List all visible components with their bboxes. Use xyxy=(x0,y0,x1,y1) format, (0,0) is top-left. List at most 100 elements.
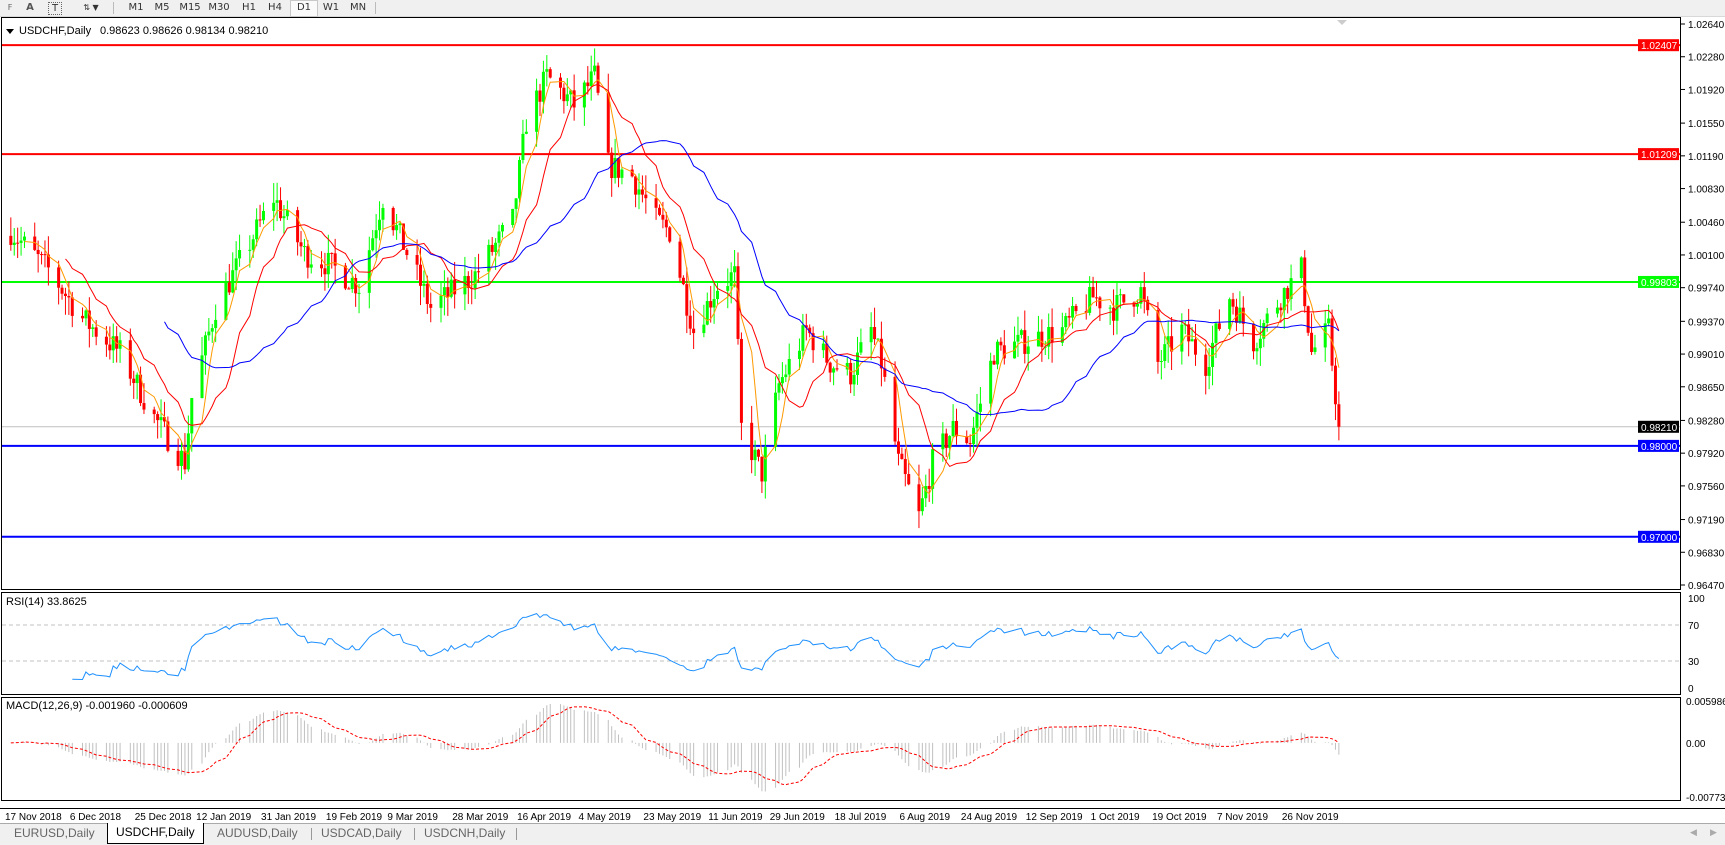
bear-candle xyxy=(60,287,64,294)
date-axis-label: 12 Sep 2019 xyxy=(1026,812,1083,823)
bear-candle xyxy=(446,287,450,297)
bear-candle xyxy=(825,343,829,363)
bull-candle xyxy=(620,169,624,178)
date-axis-label: 16 Apr 2019 xyxy=(517,812,571,823)
bull-candle xyxy=(200,355,204,398)
date-axis-label: 6 Aug 2019 xyxy=(899,812,950,823)
period-separator-icon[interactable]: F xyxy=(7,3,13,12)
bear-candle xyxy=(9,235,13,245)
bull-candle xyxy=(1064,316,1068,328)
bear-candle xyxy=(1050,327,1054,343)
bull-candle xyxy=(159,417,163,421)
tab-eurusd[interactable]: EURUSD,Daily xyxy=(14,826,95,840)
timeframe-m1[interactable]: M1 xyxy=(128,2,144,13)
timeframe-h1[interactable]: H1 xyxy=(242,2,256,13)
timeframe-d1[interactable]: D1 xyxy=(290,0,318,17)
price-axis-label: 1.01550 xyxy=(1688,119,1725,130)
bear-candle xyxy=(162,417,166,422)
tab-separator xyxy=(311,828,312,840)
bull-candle xyxy=(1159,361,1163,363)
price-axis-label: 0.97560 xyxy=(1688,482,1725,493)
bull-candle xyxy=(859,342,863,353)
bull-candle xyxy=(234,258,238,271)
tab-usdcad[interactable]: USDCAD,Daily xyxy=(321,826,402,840)
bull-candle xyxy=(378,219,382,231)
bear-candle xyxy=(306,246,310,268)
bear-candle xyxy=(678,241,682,278)
bull-candle xyxy=(972,427,976,444)
scroll-tabs-right-icon[interactable]: ▶ xyxy=(1710,827,1717,837)
tab-usdcnh[interactable]: USDCNH,Daily xyxy=(424,826,506,840)
collapse-triangle-icon[interactable] xyxy=(6,29,14,34)
bull-candle xyxy=(1183,324,1187,326)
tab-separator xyxy=(414,828,415,840)
bull-candle xyxy=(210,328,214,332)
rsi-axis-label: 0 xyxy=(1688,684,1694,695)
line-price-tag-bg xyxy=(1638,39,1679,52)
bear-candle xyxy=(668,227,672,242)
bear-candle xyxy=(139,374,143,404)
bull-candle xyxy=(1088,286,1092,313)
timeframe-w1[interactable]: W1 xyxy=(322,2,340,13)
bear-candle xyxy=(657,207,661,215)
bull-candle xyxy=(712,299,716,308)
bull-candle xyxy=(207,331,211,336)
bull-candle xyxy=(1108,307,1112,309)
bear-candle xyxy=(128,340,132,379)
ma-slow-line xyxy=(164,140,1340,416)
timeframe-m15[interactable]: M15 xyxy=(179,2,201,13)
bull-candle xyxy=(1313,347,1317,352)
date-axis-label: 26 Nov 2019 xyxy=(1282,812,1339,823)
macd-axis-label: -0.007737 xyxy=(1686,793,1725,804)
text-icon[interactable]: A xyxy=(26,2,34,13)
bull-candle xyxy=(569,90,573,95)
price-axis-label: 1.00100 xyxy=(1688,251,1725,262)
bear-candle xyxy=(323,268,327,275)
bull-candle xyxy=(565,94,569,102)
arrows-icon[interactable]: ⇅ ▼ xyxy=(78,1,104,15)
price-axis-label: 1.00460 xyxy=(1688,218,1725,229)
bull-candle xyxy=(84,310,88,319)
bull-candle xyxy=(975,411,979,428)
bear-candle xyxy=(477,271,481,273)
bull-candle xyxy=(186,433,190,470)
bear-candle xyxy=(415,255,419,265)
timeframe-mn[interactable]: MN xyxy=(349,2,367,13)
bear-candle xyxy=(903,459,907,475)
bull-candle xyxy=(845,362,849,370)
line-price-tag-bg xyxy=(1638,275,1679,288)
text-label-icon[interactable]: T xyxy=(48,2,62,15)
timeframe-h4[interactable]: H4 xyxy=(268,2,282,13)
timeframe-m30[interactable]: M30 xyxy=(208,2,230,13)
bull-candle xyxy=(856,352,859,375)
bear-candle xyxy=(429,303,433,308)
bear-candle xyxy=(1241,307,1245,324)
bull-candle xyxy=(422,283,426,286)
bear-candle xyxy=(879,338,883,369)
price-axis-label: 0.97920 xyxy=(1688,449,1725,460)
bull-candle xyxy=(511,208,515,225)
price-axis-label: 1.01920 xyxy=(1688,85,1725,96)
bear-candle xyxy=(1303,257,1307,307)
date-axis-label: 23 May 2019 xyxy=(643,812,701,823)
price-axis-label: 0.96830 xyxy=(1688,548,1725,559)
price-axis-label: 0.98650 xyxy=(1688,383,1725,394)
bear-candle xyxy=(1156,310,1160,362)
bear-candle xyxy=(391,207,395,231)
bear-candle xyxy=(33,236,37,250)
chart-window[interactable]: 1.02640 1.02280 1.01920 1.01550 1.01190 1.008… xyxy=(0,0,1725,823)
chart-shift-marker-icon[interactable] xyxy=(1337,20,1347,25)
bear-candle xyxy=(873,327,877,340)
bull-candle xyxy=(535,90,539,132)
bear-candle xyxy=(828,362,832,373)
ohlc-values: 0.98623 0.98626 0.98134 0.98210 xyxy=(100,25,268,37)
bear-candle xyxy=(81,315,85,319)
scroll-tabs-left-icon[interactable]: ◀ xyxy=(1690,827,1697,837)
tab-separator xyxy=(516,828,517,840)
tab-audusd[interactable]: AUDUSD,Daily xyxy=(217,826,298,840)
tab-usdchf[interactable]: USDCHF,Daily xyxy=(107,823,204,844)
bull-candle xyxy=(494,242,498,252)
bull-candle xyxy=(350,277,354,290)
bull-candle xyxy=(1135,303,1139,307)
timeframe-m5[interactable]: M5 xyxy=(154,2,170,13)
